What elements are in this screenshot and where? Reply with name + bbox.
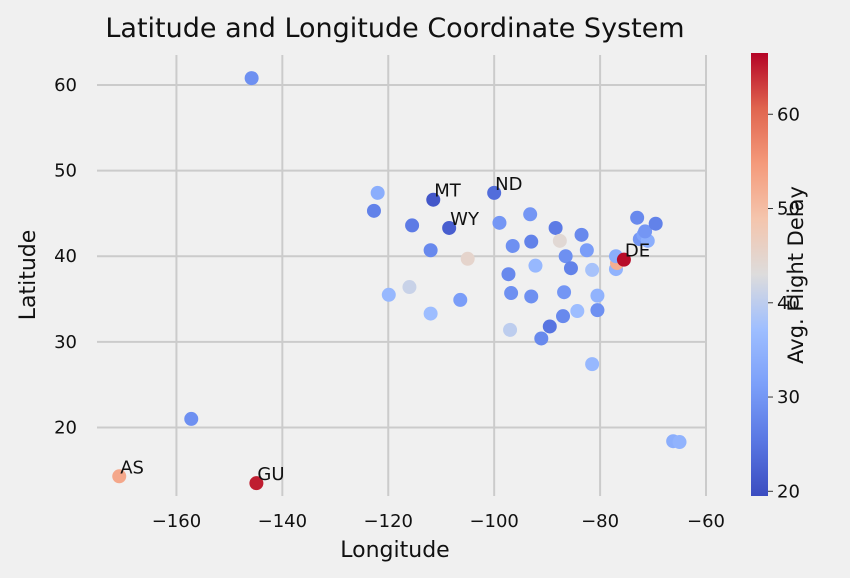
point-label: ND	[495, 174, 522, 195]
point-label: GU	[257, 464, 284, 485]
y-tick-label: 60	[54, 75, 77, 96]
data-point	[426, 192, 441, 207]
data-point	[552, 233, 567, 248]
colorbar-tick-label: 40	[777, 293, 800, 314]
colorbar	[751, 53, 768, 496]
y-tick-label: 20	[54, 417, 77, 438]
data-point	[249, 476, 264, 491]
data-point	[556, 309, 571, 324]
data-point	[112, 469, 127, 484]
data-point	[534, 331, 549, 346]
point-label: AS	[120, 457, 144, 478]
data-point	[590, 288, 605, 303]
data-point	[616, 252, 631, 267]
data-point	[492, 215, 507, 230]
data-point	[184, 411, 199, 426]
y-tick-label: 50	[54, 161, 77, 182]
data-point	[585, 357, 600, 372]
data-point	[574, 227, 589, 242]
data-point	[524, 234, 539, 249]
data-point	[423, 243, 438, 258]
y-tick-label: 30	[54, 332, 77, 353]
data-point	[524, 289, 539, 304]
y-tick-labels: 20 30 40 50 60	[54, 75, 77, 439]
point-label: MT	[434, 181, 462, 202]
data-point	[548, 220, 563, 235]
data-point	[501, 267, 516, 282]
data-point	[563, 261, 578, 276]
colorbar-tick-label: 30	[777, 387, 800, 408]
data-point	[523, 207, 538, 222]
data-point	[570, 304, 585, 319]
data-point	[405, 218, 420, 233]
data-point	[366, 203, 381, 218]
data-point	[460, 251, 475, 266]
colorbar-label: Avg. Flight Delay	[784, 186, 808, 364]
point-label: DE	[625, 241, 650, 262]
grid-lines	[97, 55, 707, 496]
data-point	[442, 220, 457, 235]
data-point	[590, 303, 605, 318]
colorbar-tick-label: 20	[777, 481, 800, 502]
x-tick-label: −80	[581, 511, 619, 532]
data-point	[558, 249, 573, 264]
data-points	[112, 71, 687, 491]
y-tick-label: 40	[54, 246, 77, 267]
colorbar-tick-label: 60	[777, 104, 800, 125]
data-point	[381, 287, 396, 302]
x-axis-label: Longitude	[340, 538, 449, 563]
data-point	[453, 292, 468, 307]
colorbar-tick-labels: 20 30 40 50 60	[768, 104, 800, 502]
data-point	[505, 238, 520, 253]
data-point	[487, 185, 502, 200]
data-point	[528, 258, 543, 273]
data-point	[503, 322, 518, 337]
data-point	[542, 319, 557, 334]
point-label: WY	[450, 209, 480, 230]
y-axis-label: Latitude	[16, 230, 41, 321]
chart-title: Latitude and Longitude Coordinate System	[105, 13, 684, 44]
data-point	[402, 280, 417, 295]
point-labels: AS GU MT ND WY DE	[120, 174, 650, 485]
data-point	[423, 306, 438, 321]
x-tick-label: −100	[469, 511, 518, 532]
x-tick-label: −60	[687, 511, 725, 532]
data-point	[672, 435, 687, 450]
data-point	[585, 262, 600, 277]
data-point	[579, 243, 594, 258]
data-point	[370, 185, 385, 200]
data-point	[630, 210, 645, 225]
x-tick-label: −160	[152, 511, 201, 532]
x-tick-label: −140	[258, 511, 307, 532]
data-point	[244, 71, 259, 86]
x-tick-label: −120	[364, 511, 413, 532]
data-point	[638, 224, 653, 239]
data-point	[557, 285, 572, 300]
colorbar-tick-label: 50	[777, 199, 800, 220]
x-tick-labels: −160 −140 −120 −100 −80 −60	[152, 511, 725, 532]
data-point	[504, 286, 519, 301]
data-point	[648, 216, 663, 231]
